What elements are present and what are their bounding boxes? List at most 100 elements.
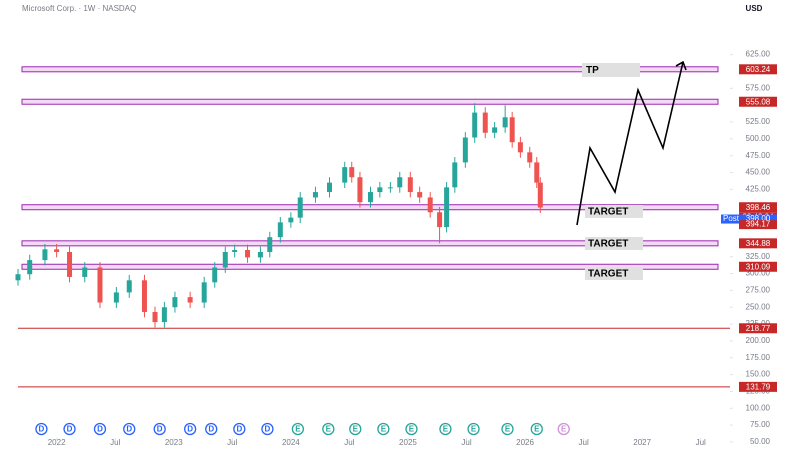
event-marker (261, 422, 274, 436)
event-marker (530, 422, 543, 436)
candle-body (387, 187, 393, 189)
candle-body (222, 252, 228, 268)
candle-body (152, 311, 158, 323)
event-label: D (236, 425, 242, 434)
post-tag: Post (723, 214, 740, 223)
event-marker (377, 422, 390, 436)
candle-body (126, 280, 132, 293)
candle-body (42, 249, 48, 261)
last-price: 394.17 (746, 220, 771, 229)
y-tick-label: 300.00 (746, 269, 771, 278)
candle-body (537, 182, 543, 208)
y-tick-label: 150.00 (746, 370, 771, 379)
event-marker (501, 422, 514, 436)
annotation-box (585, 267, 643, 280)
candle-body (161, 307, 167, 323)
candle-body (288, 217, 294, 223)
chart-title: Microsoft Corp. · 1W · NASDAQ (22, 4, 136, 13)
candle-body (367, 192, 373, 203)
candle-body (172, 297, 178, 308)
candle-body (82, 267, 88, 277)
price-label-box (739, 202, 777, 213)
event-marker (291, 422, 305, 436)
event-marker (63, 422, 76, 436)
candle-body (277, 222, 283, 238)
event-label: E (353, 425, 359, 434)
y-tick-label: 500.00 (746, 134, 771, 143)
candle-body (54, 249, 60, 253)
post-price: 398.00 (746, 214, 771, 223)
candle-body (113, 292, 119, 303)
candle-body (527, 152, 533, 163)
level-zone (21, 263, 719, 270)
candle-body (452, 162, 458, 188)
last-price-box (739, 220, 777, 230)
candle-body (97, 267, 103, 303)
x-tick-label: 2026 (516, 438, 534, 447)
event-label: E (505, 425, 511, 434)
candle-body (427, 197, 433, 213)
annotation-box (585, 237, 643, 250)
event-marker (205, 422, 218, 436)
x-tick-label: Jul (344, 438, 354, 447)
y-tick-label: 425.00 (746, 184, 771, 193)
x-tick-label: 2027 (633, 438, 651, 447)
currency: USD (746, 4, 763, 13)
candle-body (232, 249, 238, 253)
y-tick-label: 75.00 (750, 420, 771, 429)
candle-body (327, 182, 332, 193)
candle-body (27, 260, 33, 275)
annotation-box (582, 63, 640, 77)
event-marker (405, 422, 418, 436)
price-label: 555.08 (746, 97, 771, 106)
candle-body (502, 117, 508, 128)
event-label: D (157, 425, 163, 434)
event-marker (233, 422, 246, 436)
level-zone (21, 66, 719, 73)
y-tick-label: 50.00 (750, 437, 771, 446)
candle-body (509, 117, 515, 143)
event-marker (35, 422, 48, 436)
y-tick-label: 575.00 (746, 83, 771, 92)
level-zone (21, 240, 719, 247)
post-price-box (739, 214, 777, 224)
x-tick-label: 2023 (165, 438, 183, 447)
candle-body (534, 162, 540, 183)
x-tick-label: Jul (227, 438, 237, 447)
annotation: TARGET (588, 239, 628, 250)
y-tick-label: 200.00 (746, 336, 771, 345)
price-label: 310.09 (746, 262, 771, 271)
candle-body (342, 167, 348, 183)
price-label: 603.24 (746, 65, 771, 74)
candle-body (212, 267, 218, 283)
event-label: D (265, 425, 271, 434)
candle-body (377, 187, 383, 193)
candle-body (15, 274, 21, 281)
event-marker (183, 422, 197, 436)
candle-body (187, 297, 193, 303)
event-label: E (471, 425, 477, 434)
price-label-box (739, 64, 777, 75)
candle-body (397, 177, 403, 188)
candle-body (407, 177, 413, 193)
price-label: 344.88 (746, 239, 771, 248)
event-marker (153, 422, 166, 436)
event-marker (467, 422, 480, 436)
candle-body (67, 252, 73, 277)
candle-body (492, 127, 498, 133)
x-tick-label: Jul (461, 438, 471, 447)
candle-body (349, 167, 355, 178)
annotation: TARGET (588, 207, 628, 218)
event-label: E (534, 425, 540, 434)
event-label: E (443, 425, 449, 434)
price-label: 398.46 (746, 203, 771, 212)
x-tick-label: 2024 (282, 438, 300, 447)
candle-body (257, 252, 263, 258)
level-zone (21, 98, 719, 105)
price-label: 131.79 (746, 382, 771, 391)
y-tick-label: 250.00 (746, 302, 771, 311)
event-marker (93, 422, 107, 436)
x-tick-label: Jul (696, 438, 706, 447)
y-tick-label: 625.00 (746, 50, 771, 59)
